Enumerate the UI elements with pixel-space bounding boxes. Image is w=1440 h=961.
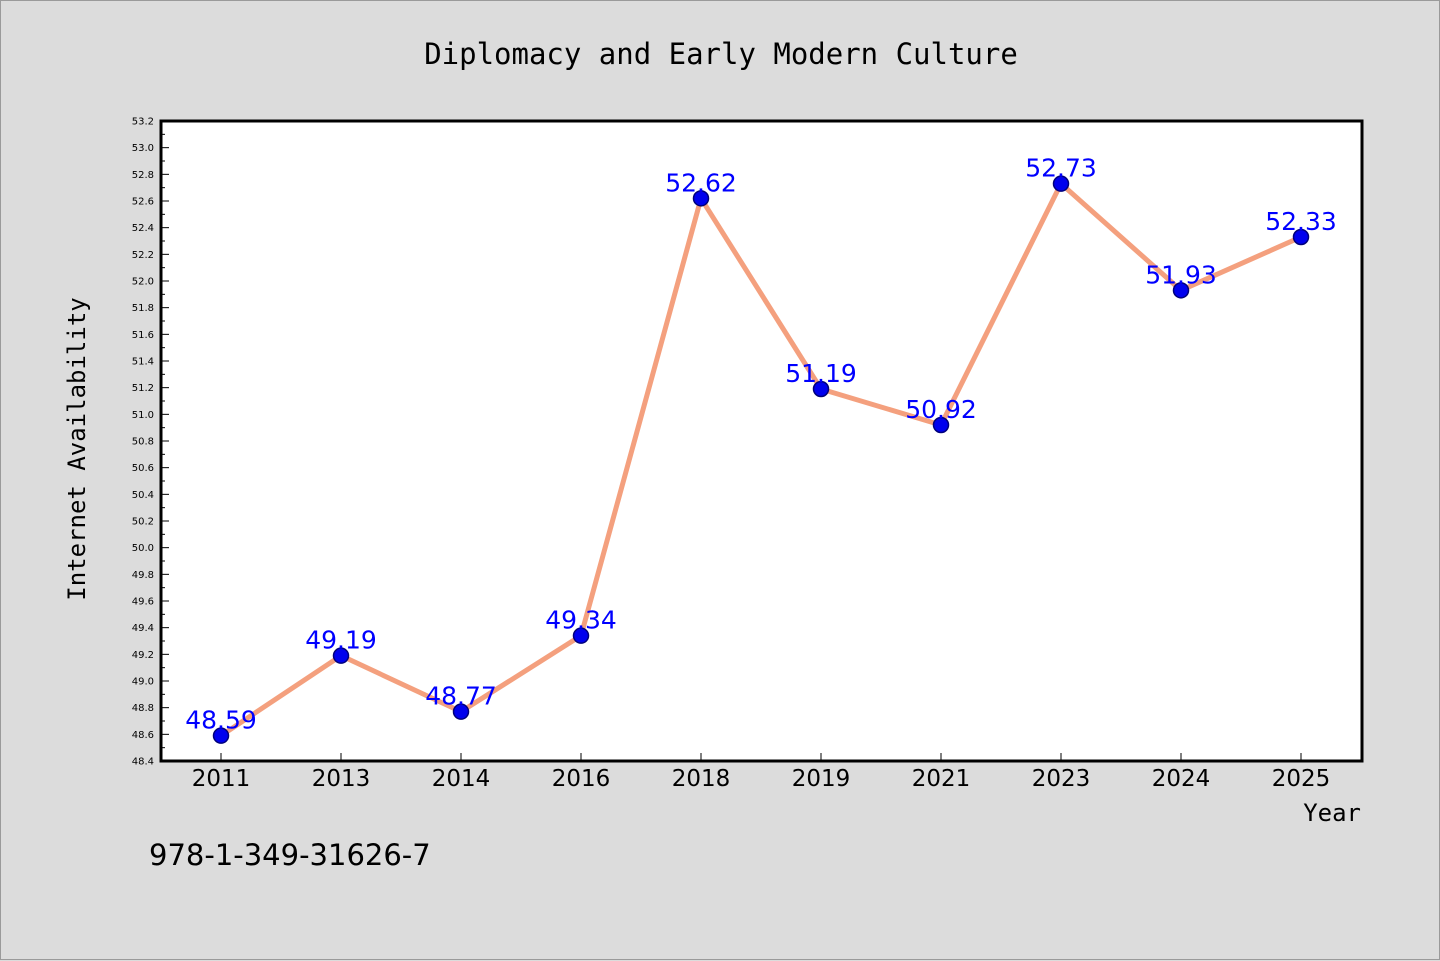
y-tick-label: 52.2 [132, 250, 154, 261]
data-label: 52.33 [1265, 207, 1337, 236]
x-axis-label: Year [1303, 799, 1361, 827]
x-tick-label: 2018 [672, 766, 731, 792]
y-tick-label: 52.8 [132, 170, 154, 181]
y-tick-label: 49.0 [132, 677, 154, 688]
series-line [212, 175, 1310, 744]
x-tick-label: 2013 [312, 766, 371, 792]
y-tick-label: 49.6 [132, 597, 154, 608]
y-tick-label: 52.0 [132, 277, 154, 288]
y-tick-label: 50.4 [132, 490, 154, 501]
data-labels: 48.59 49.19 48.77 49.34 52.62 51.19 50.92 52.73… [185, 154, 1337, 735]
data-label: 48.59 [185, 706, 257, 735]
y-tick-label: 48.4 [132, 757, 154, 768]
y-axis: 48.4 48.6 48.8 49.0 49.2 49.4 49.6 49.8 50.0 50.2… [132, 117, 169, 768]
plot-area [159, 119, 1364, 763]
y-tick-label: 51.2 [132, 383, 154, 394]
x-tick-label: 2019 [792, 766, 851, 792]
x-tick-label: 2016 [552, 766, 611, 792]
y-tick-label: 50.0 [132, 543, 154, 554]
data-point [1172, 282, 1190, 299]
isbn-text: 978-1-349-31626-7 [149, 838, 431, 872]
y-axis-label: Internet Availability [63, 297, 91, 600]
y-tick-label: 53.2 [132, 117, 154, 128]
x-tick-label: 2024 [1152, 766, 1211, 792]
x-tick-label: 2023 [1032, 766, 1091, 792]
y-tick-label: 48.8 [132, 703, 154, 714]
y-tick-label: 52.6 [132, 197, 154, 208]
data-point [692, 190, 710, 207]
y-tick-label: 49.8 [132, 570, 154, 581]
y-tick-label: 49.2 [132, 650, 154, 661]
y-tick-label: 51.4 [132, 357, 154, 368]
y-tick-label: 49.4 [132, 623, 154, 634]
data-label: 49.19 [305, 626, 377, 655]
data-label: 50.92 [905, 395, 977, 424]
data-label: 52.62 [665, 168, 737, 197]
y-tick-label: 50.2 [132, 517, 154, 528]
x-tick-label: 2014 [432, 766, 491, 792]
data-label: 51.19 [785, 359, 857, 388]
data-point [452, 703, 470, 720]
data-label: 48.77 [425, 682, 497, 711]
data-point [932, 416, 950, 434]
data-label: 49.34 [545, 606, 617, 635]
data-point [812, 380, 830, 398]
data-point [212, 727, 230, 744]
x-tick-label: 2021 [912, 766, 971, 792]
y-tick-label: 51.8 [132, 303, 154, 314]
chart-title: Diplomacy and Early Modern Culture [424, 37, 1018, 71]
y-tick-label: 50.8 [132, 437, 154, 448]
y-tick-label: 52.4 [132, 223, 154, 234]
y-tick-label: 53.0 [132, 143, 154, 154]
y-tick-label: 48.6 [132, 730, 154, 741]
y-tick-label: 50.6 [132, 463, 154, 474]
data-point [332, 647, 350, 664]
series-polyline [219, 181, 1303, 738]
x-tick-label: 2025 [1272, 766, 1331, 792]
data-point [572, 627, 590, 644]
x-axis: 2011 2013 2014 2016 2018 2019 2021 2023 2024 2025 [192, 753, 1331, 792]
data-point [1052, 175, 1070, 192]
data-point [1292, 228, 1310, 246]
y-tick-label: 51.0 [132, 410, 154, 421]
data-label: 52.73 [1025, 154, 1097, 183]
x-tick-label: 2011 [192, 766, 251, 792]
data-label: 51.93 [1145, 260, 1217, 289]
y-tick-label: 51.6 [132, 330, 154, 341]
